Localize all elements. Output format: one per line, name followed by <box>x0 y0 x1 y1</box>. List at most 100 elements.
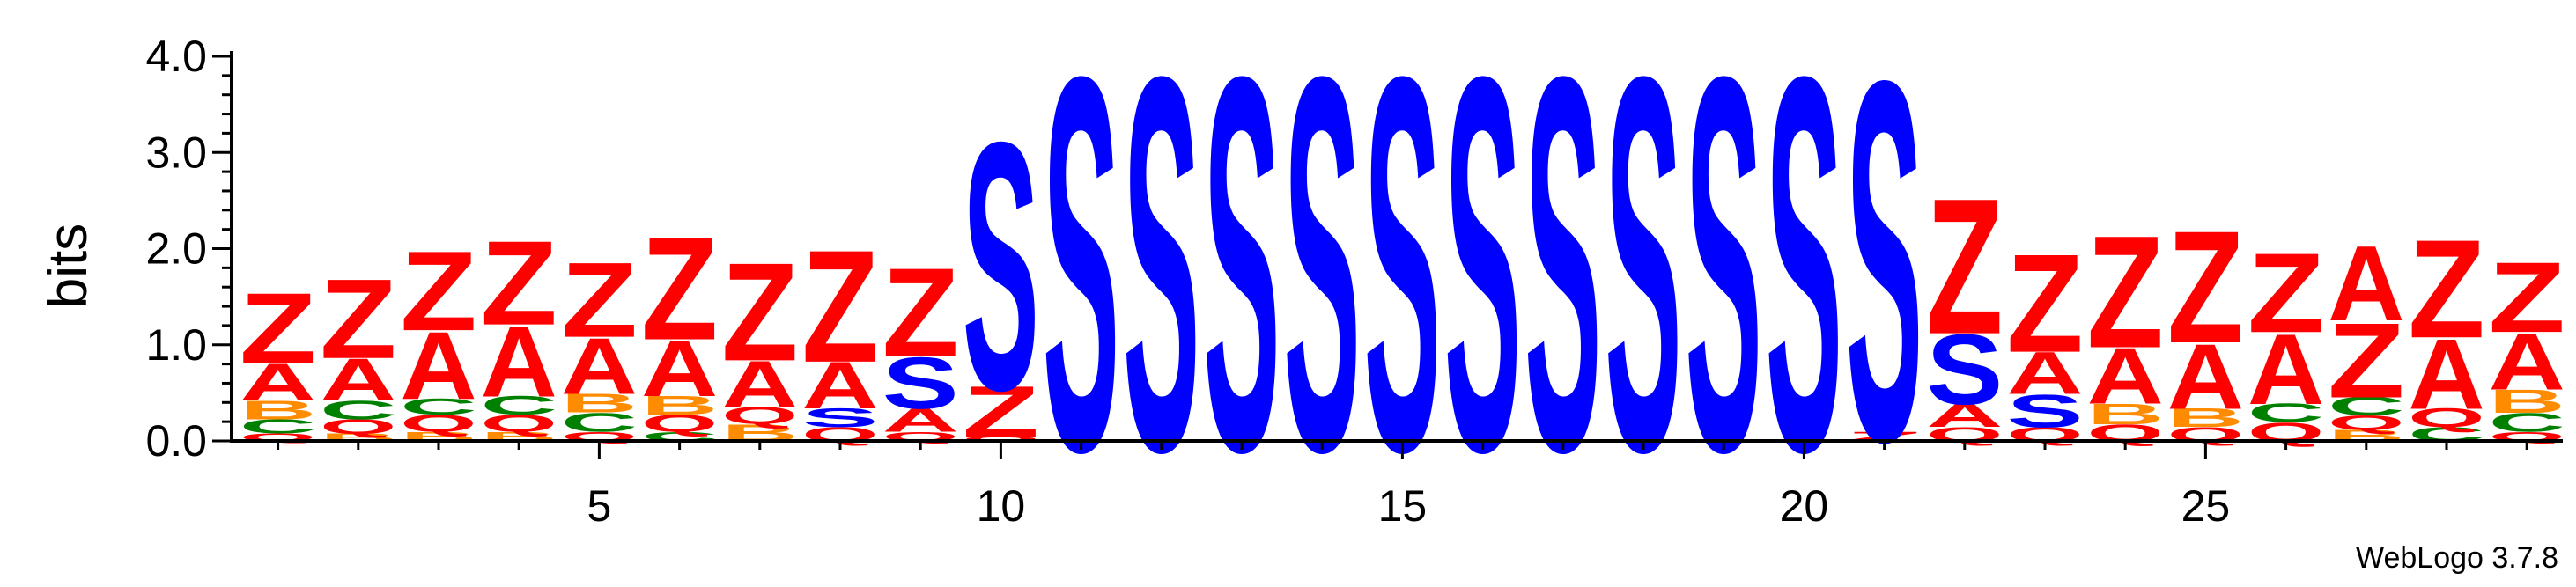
glyph-C: C <box>240 415 316 437</box>
y-tick-label: 0.0 <box>145 416 207 466</box>
glyph-S: S <box>2006 385 2083 437</box>
glyph-Z: Z <box>721 234 798 391</box>
glyph-Q: Q <box>400 410 476 437</box>
logo-glyphs: QCBAZBQCAZBQCAZBQCAZQCBAZCQBAZBQAZQSAZQA… <box>240 0 2565 563</box>
glyph-Z: Z <box>2408 211 2484 368</box>
logo-column-17: S <box>1524 0 1601 563</box>
glyph-A: A <box>2408 319 2484 430</box>
glyph-A: A <box>2006 339 2083 407</box>
logo-column-10: QZS <box>963 69 1039 464</box>
y-tick-label: 1.0 <box>145 320 207 370</box>
glyph-A: A <box>320 346 396 414</box>
glyph-A: A <box>2489 317 2565 407</box>
glyph-Q: Q <box>963 435 1039 442</box>
glyph-S: S <box>1123 0 1199 563</box>
glyph-A: A <box>2167 325 2244 429</box>
glyph-B: B <box>240 395 316 425</box>
glyph-A: A <box>2248 313 2324 425</box>
x-ticks: 5 10 15 20 25 <box>277 441 2528 531</box>
glyph-A: A <box>2328 224 2404 343</box>
weblogo-credit: WebLogo 3.7.8 <box>2356 541 2558 575</box>
glyph-S: S <box>1686 0 1762 563</box>
glyph-Z: Z <box>2328 301 2404 421</box>
glyph-Z: Z <box>2248 230 2324 356</box>
y-tick-label: 2.0 <box>145 224 207 274</box>
glyph-S: S <box>1043 0 1119 563</box>
glyph-C: C <box>320 395 396 425</box>
glyph-Q: Q <box>2408 403 2484 433</box>
glyph-S: S <box>1444 0 1521 563</box>
glyph-S: S <box>1364 0 1441 563</box>
glyph-A: A <box>481 305 557 417</box>
glyph-A: A <box>641 323 718 413</box>
glyph-C: C <box>481 390 557 420</box>
y-axis-title: bits <box>38 224 99 308</box>
glyph-S: S <box>1284 0 1361 563</box>
glyph-C: C <box>2328 391 2404 421</box>
glyph-Q: Q <box>641 410 718 437</box>
glyph-C: C <box>561 407 638 437</box>
y-ticks: 0.0 1.0 2.0 3.0 4.0 <box>145 32 232 466</box>
glyph-A: A <box>240 353 316 412</box>
glyph-Q: Q <box>721 402 798 429</box>
glyph-Z: Z <box>2167 197 2244 377</box>
glyph-S: S <box>1846 0 1923 548</box>
glyph-S: S <box>963 69 1039 464</box>
glyph-B: B <box>2489 382 2565 419</box>
glyph-Z: Z <box>2087 202 2164 382</box>
logo-column-20: S <box>1766 0 1842 563</box>
glyph-S: S <box>882 342 959 424</box>
logo-column-14: S <box>1284 0 1361 563</box>
glyph-A: A <box>882 401 959 438</box>
glyph-A: A <box>721 348 798 422</box>
glyph-C: C <box>2248 398 2324 428</box>
x-tick-label: 15 <box>1378 481 1428 531</box>
glyph-A: A <box>1926 397 2003 434</box>
logo-column-13: S <box>1203 0 1280 563</box>
glyph-Z: Z <box>400 227 476 354</box>
glyph-Z: Z <box>641 206 718 371</box>
glyph-Z: Z <box>320 255 396 382</box>
axes <box>230 51 2563 443</box>
y-tick-label: 3.0 <box>145 128 207 177</box>
logo-column-19: S <box>1686 0 1762 563</box>
y-tick-label: 4.0 <box>145 32 207 81</box>
glyph-S: S <box>1203 0 1280 563</box>
glyph-S: S <box>1926 313 2003 425</box>
glyph-Z: Z <box>2489 242 2565 354</box>
glyph-S: S <box>1605 0 1681 563</box>
glyph-Q: Q <box>320 415 396 437</box>
glyph-S: S <box>1766 0 1842 563</box>
glyph-Z: Z <box>801 216 878 396</box>
glyph-B: B <box>2087 398 2164 430</box>
glyph-Q: Q <box>2328 412 2404 434</box>
glyph-S: S <box>801 403 878 433</box>
glyph-Z: Z <box>882 242 959 384</box>
x-tick-label: 25 <box>2181 481 2231 531</box>
glyph-Q: Q <box>481 410 557 437</box>
logo-column-15: S <box>1364 0 1441 563</box>
glyph-Z: Z <box>481 216 557 350</box>
logo-column-16: S <box>1444 0 1521 563</box>
glyph-B: B <box>2167 402 2244 432</box>
x-tick-label: 10 <box>977 481 1026 531</box>
glyph-S: S <box>1524 0 1601 563</box>
glyph-A: A <box>801 349 878 422</box>
glyph-B: B <box>561 388 638 418</box>
glyph-A: A <box>2087 331 2164 421</box>
